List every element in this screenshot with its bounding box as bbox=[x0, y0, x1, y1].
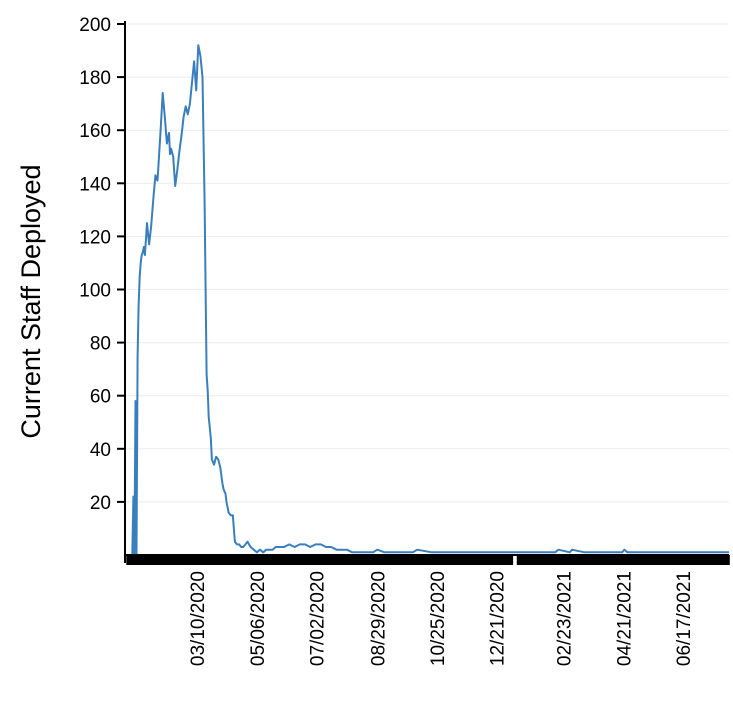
series-layer bbox=[131, 44, 729, 556]
series-line-0 bbox=[131, 44, 729, 556]
y-tick-label-140: 140 bbox=[79, 174, 111, 195]
x-tick-label: 06/17/2021 bbox=[674, 571, 695, 666]
x-tick-label: 03/10/2020 bbox=[188, 571, 209, 666]
x-tick-label: 08/29/2020 bbox=[368, 571, 389, 666]
x-tick-label: 04/21/2021 bbox=[614, 571, 635, 666]
y-tick-label-20: 20 bbox=[90, 493, 111, 514]
x-axis-ticks bbox=[126, 555, 730, 565]
y-axis: 20 40 60 80 100 120 140 160 180 200 bbox=[79, 15, 126, 563]
x-tick-label: 10/25/2020 bbox=[428, 571, 449, 666]
y-tick-label-160: 160 bbox=[79, 121, 111, 142]
x-tick-label: 02/23/2021 bbox=[555, 571, 576, 666]
y-tick-label-40: 40 bbox=[90, 440, 111, 461]
y-tick-label-200: 200 bbox=[79, 15, 111, 36]
gridlines bbox=[125, 23, 729, 503]
y-tick-label-100: 100 bbox=[79, 281, 111, 302]
y-tick-label-180: 180 bbox=[79, 68, 111, 89]
y-tick-label-60: 60 bbox=[90, 387, 111, 408]
y-tick-label-80: 80 bbox=[90, 334, 111, 355]
x-axis-labels: 03/10/2020 05/06/2020 07/02/2020 08/29/2020… bbox=[188, 571, 695, 666]
y-axis-title: Current Staff Deployed bbox=[16, 164, 46, 438]
x-tick-label: 07/02/2020 bbox=[308, 571, 329, 666]
y-tick-label-120: 120 bbox=[79, 227, 111, 248]
x-tick-label: 12/21/2020 bbox=[488, 571, 509, 666]
x-tick-label: 05/06/2020 bbox=[248, 571, 269, 666]
